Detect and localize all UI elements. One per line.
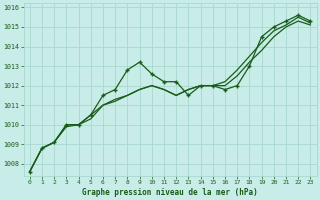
X-axis label: Graphe pression niveau de la mer (hPa): Graphe pression niveau de la mer (hPa) (82, 188, 258, 197)
